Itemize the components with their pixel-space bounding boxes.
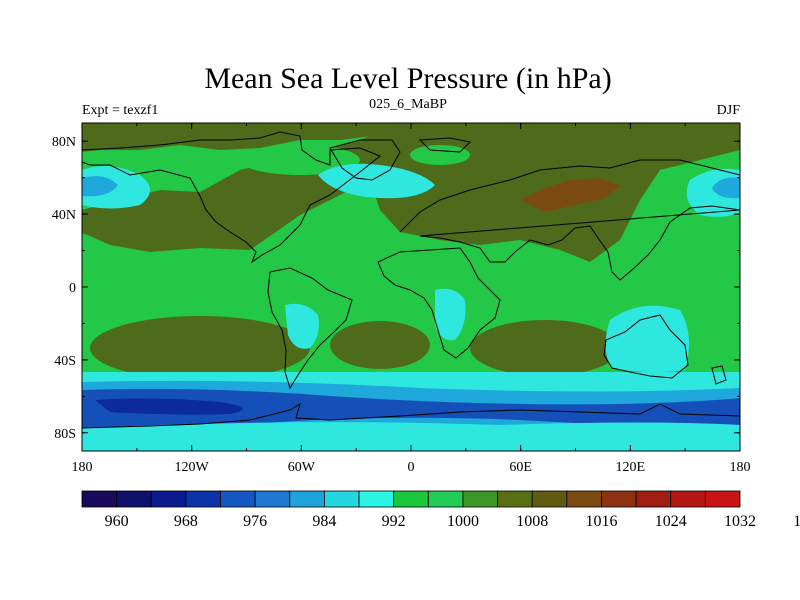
lon-tick-label: 180 [72,460,93,475]
subtitle-right: DJF [717,103,741,118]
colorbar-swatch [704,490,741,508]
colorbar-label: 1040 [793,513,800,530]
lower-region-north-pacific-east [712,177,740,199]
colorbar-swatch [670,490,706,508]
high-region-south-atlantic [330,321,430,369]
lat-tick-label: 40N [52,208,76,223]
highest-region-siberia [520,178,620,212]
pressure-field [82,123,740,451]
colorbar-swatch [254,490,291,508]
colorbar-swatch [81,490,118,508]
colorbar-swatch [220,490,256,508]
colorbar-swatch [116,490,152,508]
coast-australia [603,314,689,379]
colorbar-label: 992 [382,513,406,530]
colorbar-swatch [150,490,187,508]
colorbar-label: 968 [174,513,198,530]
colorbar-swatch [531,490,568,508]
deepest-region-southern-ocean [95,398,243,415]
high-region-south-indian [470,320,620,376]
latitude-axis: 80N 40N 0 40S 80S [52,135,740,442]
colorbar-swatch [601,490,637,508]
low-region-australia [605,305,689,373]
colorbar-label: 960 [105,513,129,530]
coast-africa [377,247,501,359]
coast-greenland [329,139,401,181]
coast-north-america [82,131,381,264]
lowest-region-southern-ocean [82,388,740,429]
colorbar-swatch [289,490,325,508]
colorbar-label: 1008 [516,513,548,530]
lon-tick-label: 180 [730,460,751,475]
colorbar-swatch [497,490,533,508]
coast-new-zealand [711,365,727,385]
colorbar-label: 1000 [447,513,479,530]
map-title: Mean Sea Level Pressure (in hPa) [204,62,611,95]
subtitle-left: Expt = texzf1 [82,103,158,118]
colorbar-swatch [358,490,395,508]
coast-eurasia [399,159,740,281]
lat-tick-label: 80N [52,135,76,150]
lon-tick-label: 0 [408,460,415,475]
colorbar-label: 984 [312,513,336,530]
colorbar-swatch [566,490,602,508]
coast-antarctica [82,402,740,429]
colorbar-swatch [427,490,464,508]
colorbar-label: 1032 [724,513,756,530]
low-region-africa [435,288,466,341]
subtitle-center: 025_6_MaBP [369,97,447,112]
lon-tick-label: 120W [175,460,210,475]
low-region-south-america [285,303,319,349]
colorbar: 960 968 976 984 992 1000 1008 1016 1024 1032 1040 [81,490,800,530]
lon-tick-label: 120E [616,460,646,475]
colorbar-swatch [462,490,498,508]
low-region-north-atlantic [318,163,435,199]
lon-tick-label: 60E [509,460,532,475]
green-pocket-mid [410,145,470,165]
coastlines [82,131,740,429]
high-region-south-pacific [90,316,310,380]
colorbar-swatch [324,490,360,508]
colorbar-swatch [393,490,429,508]
lat-tick-label: 0 [69,281,76,296]
coast-arctic-islands [418,137,472,153]
colorbar-label: 1016 [585,513,617,530]
lat-tick-label: 40S [54,354,76,369]
lon-tick-label: 60W [288,460,316,475]
colorbar-swatch [635,490,672,508]
lower-region-north-pacific-west [82,176,118,197]
coast-south-america [267,267,353,390]
lat-tick-label: 80S [54,427,76,442]
colorbar-swatch [185,490,221,508]
colorbar-label: 976 [243,513,267,530]
colorbar-label: 1024 [655,513,687,530]
longitude-axis: 180 120W 60W 0 60E 120E 180 [72,123,751,475]
low-region-antarctica [82,422,740,451]
